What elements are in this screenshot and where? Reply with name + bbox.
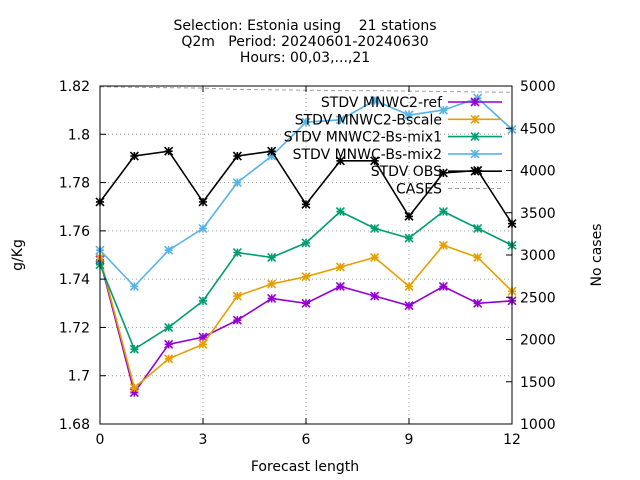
data-point <box>404 211 414 221</box>
y2-tick-label: 3000 <box>520 248 556 264</box>
y2-axis-label: No cases <box>589 224 605 287</box>
data-point <box>370 291 380 301</box>
y2-tick-label: 3500 <box>520 206 556 222</box>
y-tick-label: 1.74 <box>59 272 90 288</box>
data-point <box>129 383 139 393</box>
y2-tick-label: 2500 <box>520 290 556 306</box>
y-tick-label: 1.8 <box>68 127 90 143</box>
data-point <box>301 199 311 209</box>
data-point <box>301 238 311 248</box>
y-tick-label: 1.7 <box>68 369 90 385</box>
data-point <box>301 117 311 127</box>
data-point <box>473 252 483 262</box>
legend-label: STDV MNWC2-Bscale <box>295 112 442 128</box>
y2-tick-label: 4000 <box>520 164 556 180</box>
legend-label: STDV MNWC-Bs-mix2 <box>293 147 442 163</box>
ticks: 0 3 6 9 12 1.68 1.7 1.72 1.74 1.76 1.78 1.8 1.82 1000… <box>59 79 556 448</box>
data-point <box>335 115 345 125</box>
y-tick-label: 1.76 <box>59 224 90 240</box>
data-point <box>370 95 380 106</box>
y2-tick-label: 2000 <box>520 333 556 349</box>
data-point <box>301 272 311 282</box>
data-point <box>470 132 480 142</box>
data-point <box>470 149 480 159</box>
y-tick-label: 1.68 <box>59 417 90 433</box>
x-tick-label: 9 <box>405 432 414 448</box>
data-point <box>267 293 277 304</box>
chart-title-line: Selection: Estonia using 21 stations <box>173 18 436 34</box>
data-point <box>198 339 208 349</box>
data-point <box>198 296 208 306</box>
legend-label: STDV OBS <box>371 164 442 180</box>
y2-tick-label: 4500 <box>520 121 556 137</box>
data-point <box>470 97 480 107</box>
data-point <box>404 110 414 120</box>
y-tick-label: 1.82 <box>59 79 90 95</box>
data-point <box>267 252 277 262</box>
data-point <box>198 223 208 234</box>
data-point <box>404 301 414 311</box>
data-point <box>473 298 483 308</box>
y-tick-label: 1.78 <box>59 176 90 192</box>
data-point <box>438 206 448 217</box>
y2-tick-label: 1000 <box>520 417 556 433</box>
data-point <box>404 281 414 291</box>
y-axis-label: g/Kg <box>10 239 26 271</box>
x-tick-label: 12 <box>503 432 521 448</box>
data-point <box>164 322 174 332</box>
x-tick-label: 0 <box>96 432 105 448</box>
data-point <box>164 146 174 156</box>
data-point <box>370 156 380 166</box>
legend-label: STDV MNWC2-ref <box>321 95 443 111</box>
data-point <box>232 291 242 301</box>
data-point <box>198 197 208 207</box>
data-point <box>232 315 242 325</box>
data-point <box>438 281 448 291</box>
legend-label: CASES <box>396 182 442 198</box>
legend-label: STDV MNWC2-Bs-mix1 <box>284 130 442 146</box>
data-point <box>470 166 480 176</box>
data-point <box>438 240 448 250</box>
data-point <box>164 339 174 349</box>
data-point <box>232 248 242 258</box>
data-point <box>473 223 483 234</box>
data-point <box>129 151 139 161</box>
data-point <box>470 114 480 124</box>
series-stdv-mnwc2-bscale <box>95 240 517 393</box>
chart-title-line: Q2m Period: 20240601-20240630 <box>181 34 428 50</box>
x-tick-label: 3 <box>199 432 208 448</box>
x-axis-label: Forecast length <box>251 459 359 475</box>
y2-tick-label: 5000 <box>520 79 556 95</box>
data-point <box>129 281 139 291</box>
data-point <box>129 344 139 354</box>
data-point <box>335 156 345 166</box>
data-point <box>232 178 242 188</box>
titles: Selection: Estonia using 21 stationsQ2m … <box>10 18 605 475</box>
data-point <box>335 262 345 272</box>
x-tick-label: 6 <box>302 432 311 448</box>
data-point <box>301 298 311 308</box>
data-point <box>438 168 448 178</box>
data-point <box>335 206 345 217</box>
data-point <box>438 105 448 115</box>
data-point <box>370 223 380 234</box>
data-point <box>164 354 174 364</box>
data-point <box>164 245 174 255</box>
data-point <box>370 252 380 262</box>
data-point <box>267 279 277 289</box>
data-point <box>335 281 345 291</box>
data-point <box>404 233 414 243</box>
y2-tick-label: 1500 <box>520 375 556 391</box>
data-point <box>232 151 242 161</box>
data-point <box>267 146 277 156</box>
y-tick-label: 1.72 <box>59 320 90 336</box>
series-layer <box>95 86 517 398</box>
chart-title-line: Hours: 00,03,...,21 <box>240 50 370 66</box>
